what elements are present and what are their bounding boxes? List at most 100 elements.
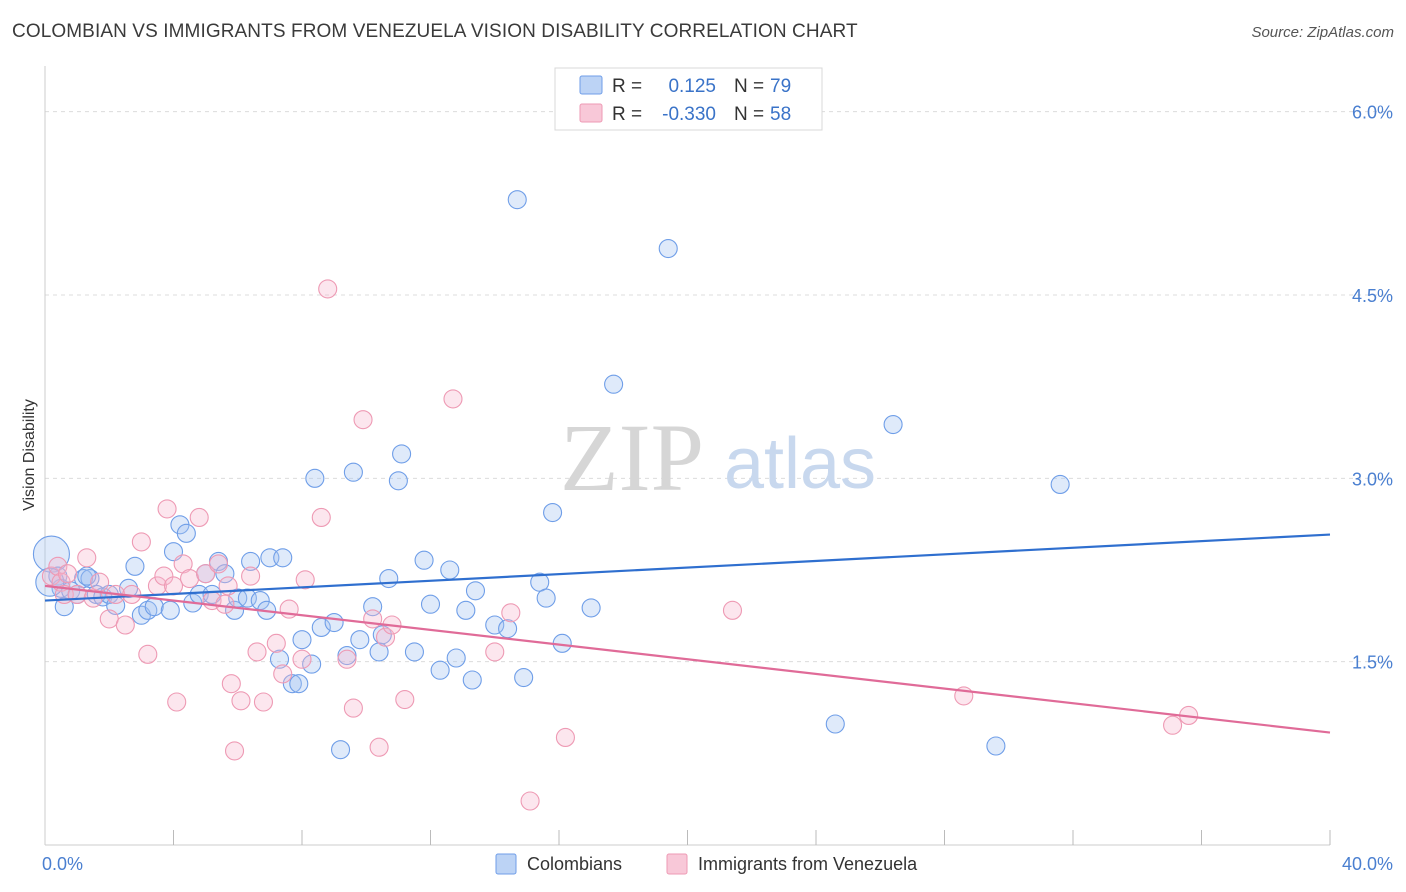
colombian-point: [292, 630, 312, 650]
venezuelan-point: [337, 649, 357, 669]
legend-r-label-0: R =: [612, 76, 642, 97]
colombian-point: [350, 630, 370, 650]
legend-swatch-venezuela: [579, 103, 603, 123]
colombian-point: [372, 625, 392, 645]
venezuelan-point: [157, 499, 177, 519]
colombian-point: [330, 740, 351, 760]
venezuelan-point: [443, 389, 463, 409]
venezuelan-point: [363, 609, 383, 629]
venezuelan-point: [266, 633, 286, 653]
colombian-point: [883, 415, 903, 435]
colombian-point: [440, 560, 460, 580]
colombian-point: [125, 556, 145, 576]
colombian-point: [392, 444, 412, 464]
colombian-point: [324, 613, 344, 633]
colombian-point: [343, 462, 363, 482]
venezuelan-point: [292, 649, 312, 669]
venezuelan-point: [369, 737, 389, 757]
colombian-point: [144, 597, 164, 617]
colombian-point: [269, 649, 290, 669]
series-label-venezuela: Immigrants from Venezuela: [698, 854, 918, 874]
venezuelan-point: [247, 642, 267, 662]
venezuelan-point: [253, 692, 274, 712]
venezuelan-point: [138, 644, 158, 664]
correlation-legend: R = 0.125 N = 79 R = -0.330 N = 58: [554, 67, 823, 131]
venezuelan-point: [208, 554, 229, 574]
colombian-point: [273, 548, 293, 568]
colombian-point: [465, 581, 486, 601]
colombian-point: [456, 600, 476, 620]
colombian-trend-line: [44, 533, 1331, 602]
colombian-point: [305, 468, 325, 488]
colombian-point: [202, 584, 222, 604]
venezuelan-point: [295, 570, 315, 590]
legend-r-label-1: R =: [612, 104, 642, 125]
colombian-point: [414, 550, 434, 570]
venezuelan-point: [318, 279, 338, 299]
colombian-point: [658, 239, 678, 259]
y-tick-label-1: 3.0%: [1352, 469, 1393, 489]
colombian-point: [825, 714, 845, 734]
axes: [44, 66, 1331, 846]
venezuelan-point: [485, 642, 505, 662]
colombian-point: [388, 471, 408, 491]
venezuelan-point: [189, 507, 209, 527]
venezuelan-point: [1163, 715, 1183, 735]
series-legend: Colombians Immigrants from Venezuela: [495, 853, 918, 875]
venezuelan-point: [167, 692, 187, 712]
venezuelan-point: [221, 674, 241, 694]
venezuelan-point: [555, 727, 575, 747]
venezuelan-point: [196, 564, 216, 584]
legend-n-label-0: N =: [734, 76, 764, 97]
series-swatch-colombians: [495, 853, 517, 875]
venezuelan-point: [375, 627, 396, 647]
venezuelan-point: [180, 569, 200, 589]
colombian-point: [462, 670, 482, 690]
venezuelan-point: [231, 691, 251, 711]
venezuelan-point: [343, 698, 363, 718]
colombian-point: [224, 600, 245, 620]
venezuelan-point: [57, 564, 78, 584]
colombian-point: [543, 503, 563, 523]
venezuelan-point: [353, 410, 373, 430]
colombian-point: [498, 619, 518, 639]
venezuelan-point: [241, 566, 261, 586]
colombian-point: [289, 674, 309, 694]
watermark: ZIP atlas: [560, 404, 876, 511]
venezuelan-point: [163, 576, 184, 596]
venezuelan-point: [115, 615, 135, 635]
colombian-point: [604, 374, 624, 394]
colombian-point: [581, 598, 601, 618]
colombian-point: [1050, 474, 1070, 494]
colombian-point: [176, 523, 196, 543]
watermark-zip: ZIP: [560, 404, 704, 511]
colombian-point: [241, 551, 261, 571]
legend-n-label-1: N =: [734, 104, 764, 125]
venezuelan-point: [77, 548, 97, 568]
colombian-point: [404, 642, 424, 662]
watermark-atlas: atlas: [724, 424, 876, 504]
venezuelan-point: [311, 507, 331, 527]
venezuelan-point: [395, 690, 415, 710]
venezuelan-point: [48, 556, 68, 576]
y-tick-label-0: 1.5%: [1352, 653, 1393, 673]
legend-r-value-1: -0.330: [662, 104, 716, 125]
series-swatch-venezuela: [666, 853, 688, 875]
venezuelan-point: [215, 594, 235, 614]
y-axis-label: Vision Disability: [21, 399, 38, 511]
legend-swatch-colombians: [579, 75, 603, 95]
source-label: Source: ZipAtlas.com: [1251, 24, 1394, 41]
chart-title: COLOMBIAN VS IMMIGRANTS FROM VENEZUELA V…: [12, 21, 858, 42]
venezuelan-point: [273, 664, 293, 684]
colombian-point: [446, 648, 466, 668]
venezuelan-point: [99, 609, 119, 629]
data-points: [32, 190, 1199, 811]
colombian-point: [986, 736, 1006, 756]
venezuelan-point: [501, 603, 521, 623]
venezuelan-point: [224, 741, 245, 761]
venezuelan-point: [520, 791, 540, 811]
colombian-point: [282, 674, 302, 694]
tick-labels: 1.5% 3.0% 4.5% 6.0% 0.0% 40.0%: [42, 103, 1393, 874]
y-tick-label-3: 6.0%: [1352, 103, 1393, 123]
